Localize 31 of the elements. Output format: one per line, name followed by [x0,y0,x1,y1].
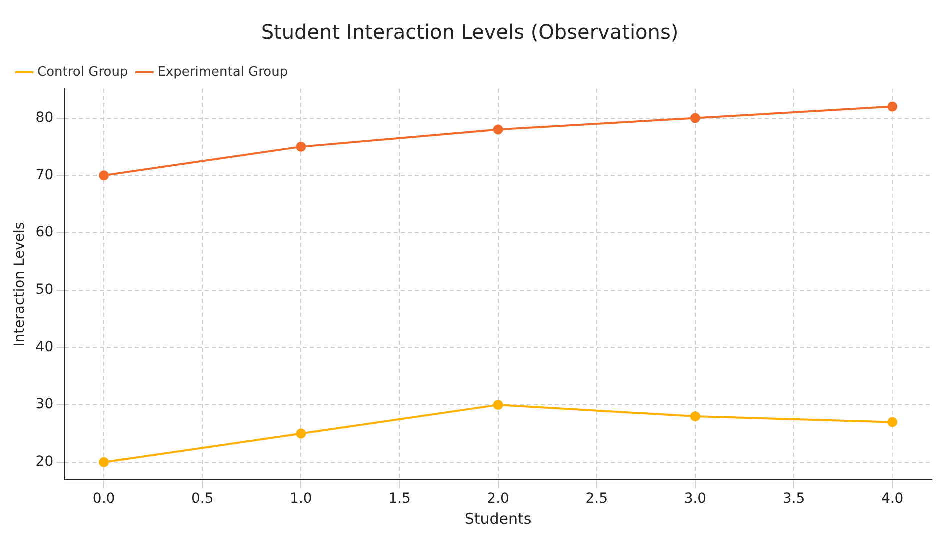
x-tick-label: 1.0 [290,491,312,508]
x-tick-label: 2.5 [586,491,608,508]
point [99,457,110,468]
legend-label: Experimental Group [158,64,288,80]
point [493,124,504,135]
point [690,113,700,124]
x-tick-label: 3.5 [782,491,806,508]
legend-label: Control Group [38,64,128,80]
point [690,412,700,422]
y-tick-label: 80 [36,110,54,126]
x-tick-label: 3.0 [684,491,707,508]
point [888,102,898,112]
x-tick-label: 2.0 [487,491,510,508]
point [296,142,306,152]
y-axis-title: Interaction Levels [12,222,28,347]
y-tick-label: 50 [36,282,54,298]
y-tick-label: 60 [36,224,54,241]
chart-title: Student Interaction Levels (Observations) [261,20,679,44]
point [493,400,504,410]
x-tick-label: 1.5 [388,491,411,508]
y-tick-label: 70 [36,167,54,184]
y-tick-label: 20 [36,454,54,470]
x-axis-title: Students [464,510,532,528]
y-tick-label: 40 [36,339,54,356]
point [99,170,110,181]
x-tick-label: 4.0 [881,491,904,508]
x-tick-label: 0.0 [92,491,116,508]
y-tick-label: 30 [36,396,54,413]
point [888,417,898,428]
point [296,428,306,439]
x-tick-label: 0.5 [191,491,214,508]
